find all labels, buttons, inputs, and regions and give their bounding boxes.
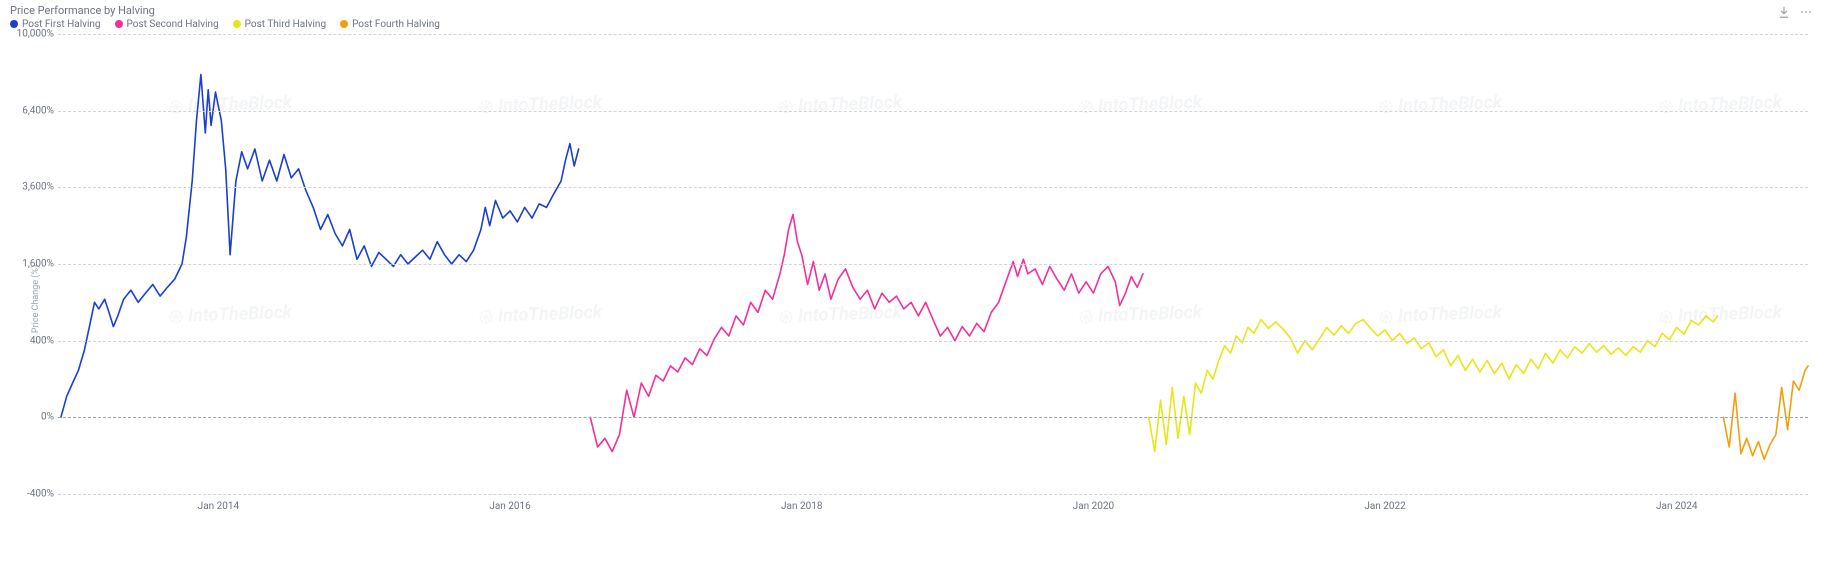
watermark: IntoTheBlock [1078, 302, 1203, 327]
series-third[interactable] [1149, 316, 1718, 452]
gridline [58, 111, 1808, 112]
zero-line [58, 417, 1808, 418]
watermark: IntoTheBlock [478, 92, 603, 117]
watermark: IntoTheBlock [778, 302, 903, 327]
series-fourth[interactable] [1723, 366, 1808, 459]
legend-item-second[interactable]: Post Second Halving [115, 19, 219, 30]
watermark: IntoTheBlock [1378, 92, 1503, 117]
legend-dot-icon [115, 20, 123, 28]
legend-dot-icon [10, 20, 18, 28]
x-tick-label: Jan 2020 [1073, 501, 1114, 512]
legend-dot-icon [233, 20, 241, 28]
watermark: IntoTheBlock [1658, 92, 1783, 117]
legend-item-fourth[interactable]: Post Fourth Halving [340, 19, 440, 30]
watermark: IntoTheBlock [1078, 92, 1203, 117]
x-tick-label: Jan 2018 [781, 501, 822, 512]
series-first[interactable] [61, 75, 579, 418]
more-icon[interactable] [1799, 4, 1813, 18]
y-tick-label: 1,600% [14, 259, 54, 270]
plot[interactable]: Jan 2014Jan 2016Jan 2018Jan 2020Jan 2022… [58, 34, 1808, 494]
watermark: IntoTheBlock [1658, 302, 1783, 327]
chart-title: Price Performance by Halving [10, 4, 155, 17]
gridline [58, 34, 1808, 35]
y-tick-label: 6,400% [14, 105, 54, 116]
watermark: IntoTheBlock [778, 92, 903, 117]
gridline [58, 187, 1808, 188]
series-second[interactable] [590, 215, 1143, 452]
watermark: IntoTheBlock [1378, 302, 1503, 327]
legend-label: Post Second Halving [127, 19, 219, 30]
legend-label: Post Third Halving [245, 19, 326, 30]
watermark: IntoTheBlock [168, 92, 293, 117]
legend: Post First HalvingPost Second HalvingPos… [0, 16, 1821, 34]
watermark: IntoTheBlock [168, 302, 293, 327]
legend-dot-icon [340, 20, 348, 28]
y-tick-label: 3,600% [14, 182, 54, 193]
watermark: IntoTheBlock [478, 302, 603, 327]
chart-area: Price Change (%) Jan 2014Jan 2016Jan 201… [0, 34, 1821, 563]
toolbar [1777, 4, 1813, 18]
gridline [58, 494, 1808, 495]
y-tick-label: 400% [14, 335, 54, 346]
x-tick-label: Jan 2024 [1656, 501, 1697, 512]
y-axis-label: Price Change (%) [31, 264, 41, 332]
legend-label: Post Fourth Halving [352, 19, 440, 30]
download-icon[interactable] [1777, 4, 1791, 18]
x-tick-label: Jan 2014 [198, 501, 239, 512]
legend-item-third[interactable]: Post Third Halving [233, 19, 326, 30]
y-tick-label: 10,000% [14, 29, 54, 40]
y-tick-label: 0% [14, 412, 54, 423]
x-tick-label: Jan 2022 [1364, 501, 1405, 512]
gridline [58, 264, 1808, 265]
y-tick-label: -400% [14, 489, 54, 500]
gridline [58, 341, 1808, 342]
x-tick-label: Jan 2016 [489, 501, 530, 512]
